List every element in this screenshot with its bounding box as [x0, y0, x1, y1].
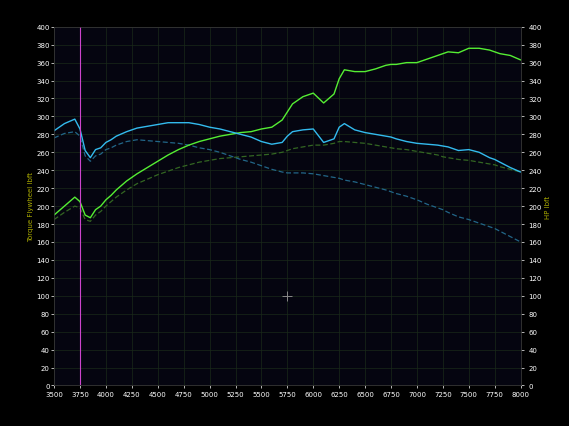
Y-axis label: Torque Flywheel lbft: Torque Flywheel lbft [28, 172, 34, 242]
Y-axis label: HP lbft: HP lbft [545, 195, 551, 218]
